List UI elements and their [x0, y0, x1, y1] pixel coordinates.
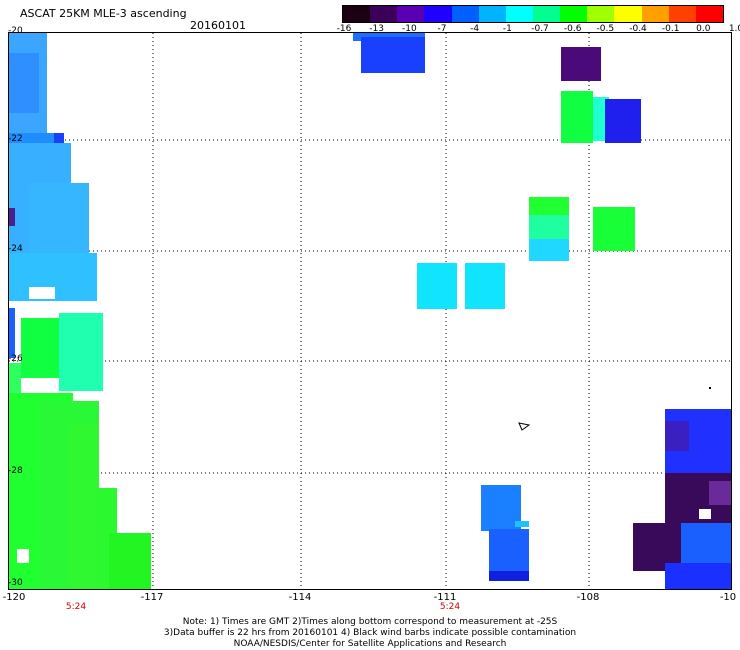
swath-left-blue — [9, 33, 97, 358]
xtick-105: -10 — [719, 592, 737, 603]
colorbar-label: -0.1 — [661, 24, 680, 34]
time-label-left: 5:24 — [65, 602, 87, 612]
xtick-114: -114 — [288, 592, 312, 603]
note-line-2: 3)Data buffer is 22 hrs from 20160101 4)… — [163, 628, 577, 638]
colorbar-swatch — [424, 6, 452, 22]
time-label-center: 5:24 — [439, 602, 461, 612]
ytick-24: -24 — [8, 244, 23, 254]
colorbar-label: -13 — [369, 24, 385, 34]
colorbar-label: -4 — [470, 24, 480, 34]
colorbar-label: -0.6 — [563, 24, 582, 34]
ytick-26: -26 — [8, 354, 23, 364]
swath-patches — [353, 33, 641, 581]
colorbar-swatch — [505, 6, 533, 22]
colorbar-label: -0.5 — [596, 24, 615, 34]
colorbar-swatch — [695, 6, 723, 22]
colorbar-labels: -16 -13 -10 -7 -4 -1 -0.7 -0.6 -0.5 -0.4 -0.1 0.0 1.… — [330, 24, 740, 36]
colorbar-swatch — [560, 6, 588, 22]
note-line-1: Note: 1) Times are GMT 2)Times along bot… — [182, 617, 558, 627]
note-line-3: NOAA/NESDIS/Center for Satellite Applica… — [233, 639, 507, 649]
colorbar-swatch — [587, 6, 615, 22]
ytick-20: -20 — [8, 26, 23, 36]
map-swath-svg — [9, 33, 731, 589]
colorbar-label: -1 — [502, 24, 512, 34]
map-date: 20160101 — [190, 19, 246, 32]
colorbar-swatch — [532, 6, 561, 22]
colorbar-label: -16 — [336, 24, 352, 34]
colorbar-swatch — [370, 6, 398, 22]
xtick-108: -108 — [576, 592, 600, 603]
small-mark — [709, 387, 711, 389]
map-title: ASCAT 25KM MLE-3 ascending — [20, 7, 187, 20]
colorbar-label: -7 — [437, 24, 447, 34]
swath-right — [633, 409, 731, 589]
swath-left-green — [9, 313, 151, 589]
xtick-120: -120 — [2, 592, 26, 603]
xtick-111: -111 — [433, 592, 457, 603]
colorbar-label: 0.0 — [696, 24, 711, 34]
colorbar-swatch — [343, 6, 371, 22]
colorbar-swatch — [614, 6, 642, 22]
colorbar-swatch — [641, 6, 669, 22]
colorbar-swatch — [451, 6, 479, 22]
colorbar-label: -0.4 — [629, 24, 647, 34]
ytick-28: -28 — [8, 466, 23, 476]
colorbar-swatch — [397, 6, 425, 22]
colorbar-label: -0.7 — [531, 24, 549, 34]
xtick-117: -117 — [140, 592, 164, 603]
colorbar-swatch — [668, 6, 696, 22]
island-outline — [518, 422, 531, 431]
colorbar-label: -10 — [401, 24, 417, 34]
colorbar-label: 1.0 — [728, 24, 740, 34]
colorbar — [342, 5, 724, 23]
colorbar-swatch — [478, 6, 506, 22]
map-panel — [8, 32, 732, 590]
ytick-30: -30 — [8, 578, 23, 588]
ytick-22: -22 — [8, 134, 23, 144]
